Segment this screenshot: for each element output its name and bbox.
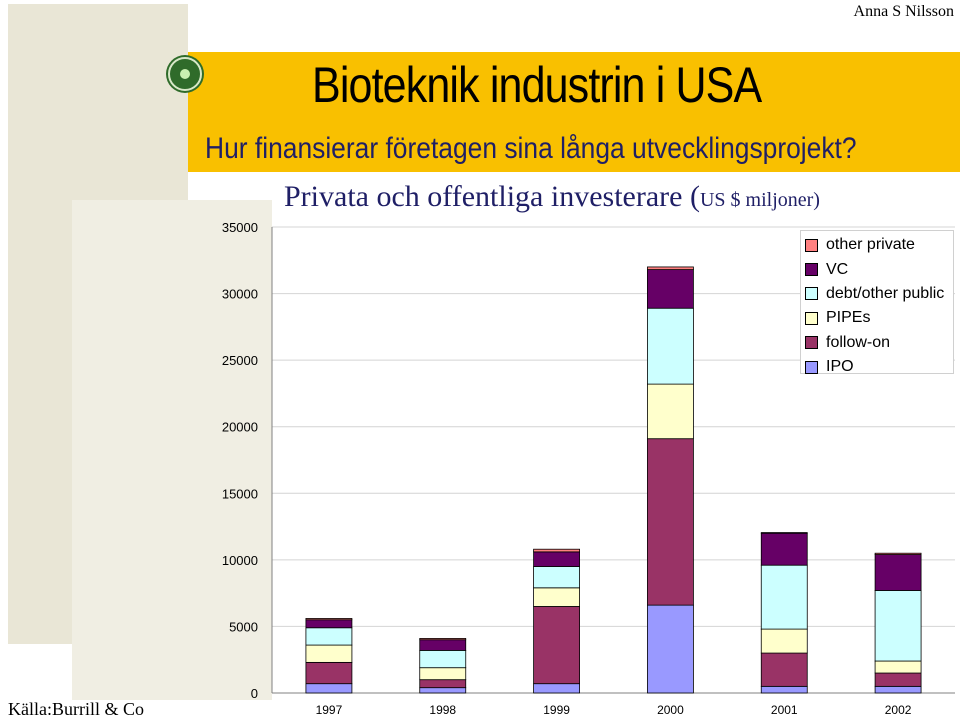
bar-segment <box>305 627 353 646</box>
page-title: Bioteknik industrin i USA <box>312 57 762 113</box>
bar-segment <box>305 683 353 694</box>
legend-item: IPO <box>805 355 953 379</box>
legend-swatch <box>805 336 818 350</box>
bar-segment <box>647 604 694 694</box>
y-tick-label: 20000 <box>222 420 258 435</box>
y-tick-label: 25000 <box>222 353 258 368</box>
source-caption: Källa:Burrill & Co <box>8 699 144 719</box>
background-panel-inner <box>72 200 272 700</box>
bar-segment <box>874 660 922 674</box>
bar-segment <box>647 438 694 606</box>
x-tick-label: 1997 <box>316 703 343 717</box>
x-tick-label: 2002 <box>885 703 912 717</box>
legend-swatch <box>805 263 818 277</box>
x-tick-label: 2000 <box>657 703 684 717</box>
chart-title: Privata och offentliga investerare (US $… <box>284 180 820 214</box>
legend-label: debt/other public <box>826 284 945 302</box>
x-tick-label: 1998 <box>429 703 456 717</box>
bar-segment <box>874 554 922 591</box>
bar-segment <box>874 590 922 662</box>
bar-segment <box>533 551 580 567</box>
bar-segment <box>533 548 580 553</box>
bar-segment <box>533 606 580 685</box>
legend-label: IPO <box>826 358 854 376</box>
bar-segment <box>647 307 694 385</box>
bar-segment <box>647 383 694 440</box>
bar-segment <box>419 649 467 669</box>
bar-segment <box>419 638 467 641</box>
legend-label: PIPEs <box>826 309 871 327</box>
bar-segment <box>533 683 580 694</box>
bar-segment <box>305 644 353 663</box>
chart-title-unit: US $ miljoner) <box>699 189 820 211</box>
bar-segment <box>874 552 922 555</box>
legend-label: VC <box>826 260 849 278</box>
bar-segment <box>874 672 922 687</box>
bar-segment <box>305 619 353 629</box>
bar-segment <box>533 587 580 607</box>
y-tick-label: 5000 <box>229 619 258 634</box>
y-tick-label: 0 <box>251 686 258 701</box>
x-tick-label: 2001 <box>771 703 798 717</box>
bar-segment <box>419 639 467 651</box>
logo-icon <box>168 57 202 91</box>
bar-segment <box>419 679 467 689</box>
bar-segment <box>874 685 922 694</box>
bar-segment <box>760 652 808 687</box>
y-tick-label: 15000 <box>222 486 258 501</box>
bar-segment <box>647 266 694 271</box>
chart-legend: other private VC debt/other public PIPEs fol… <box>800 230 954 375</box>
legend-swatch <box>805 360 818 374</box>
x-tick-label: 1999 <box>543 703 570 717</box>
legend-swatch <box>805 238 818 252</box>
bar-segment <box>760 685 808 694</box>
bar-segment <box>760 532 808 534</box>
legend-item: debt/other public <box>805 282 953 306</box>
bar-segment <box>305 661 353 685</box>
author-name: Anna S Nilsson <box>853 3 954 20</box>
legend-swatch <box>805 311 818 325</box>
y-tick-label: 30000 <box>222 287 258 302</box>
legend-item: PIPEs <box>805 306 953 330</box>
bar-segment <box>760 532 808 566</box>
bar-segment <box>305 618 353 621</box>
bar-segment <box>647 269 694 309</box>
bar-segment <box>760 628 808 654</box>
title-band <box>188 52 960 172</box>
legend-item: other private <box>805 233 953 257</box>
page-subtitle: Hur finansierar företagen sina långa utv… <box>205 132 857 165</box>
legend-item: VC <box>805 257 953 281</box>
legend-item: follow-on <box>805 331 953 355</box>
legend-swatch <box>805 287 818 301</box>
bar-segment <box>419 687 467 694</box>
y-tick-label: 35000 <box>222 220 258 235</box>
bar-segment <box>533 566 580 589</box>
chart-title-main: Privata och offentliga investerare ( <box>284 180 700 213</box>
y-tick-label: 10000 <box>222 553 258 568</box>
bar-segment <box>419 667 467 681</box>
legend-label: other private <box>826 236 915 254</box>
bar-segment <box>760 564 808 630</box>
legend-label: follow-on <box>826 333 891 351</box>
